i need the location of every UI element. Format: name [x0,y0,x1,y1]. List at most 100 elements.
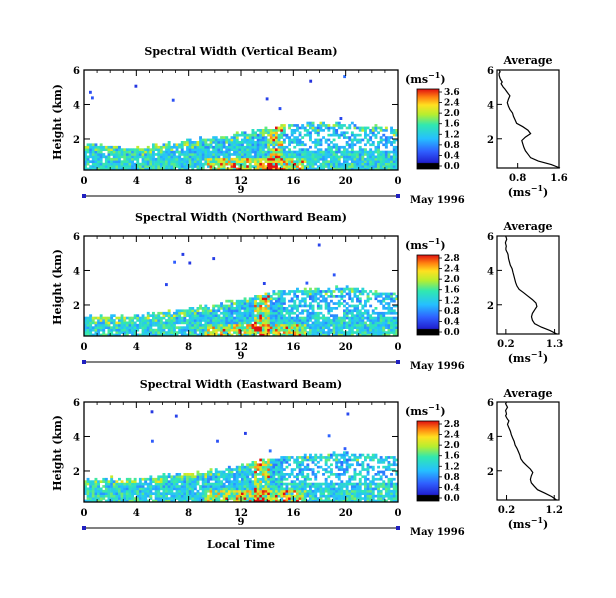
heatmap-cell [290,138,294,142]
heatmap-cell [238,333,242,337]
heatmap-cell [384,292,388,296]
heatmap-cell [214,155,218,159]
heatmap-cell [330,463,333,467]
heatmap-cell [188,150,192,154]
heatmap-cell [133,333,137,337]
heatmap-cell [277,489,281,493]
heatmap-cell [358,290,362,293]
heatmap-cell [193,323,197,327]
heatmap-cell [353,321,357,325]
heatmap-cell [330,482,333,486]
heatmap-cell [217,328,221,332]
heatmap-cell [337,485,341,488]
heatmap-cell [110,497,114,500]
heatmap-cell [343,75,346,79]
heatmap-cell [212,155,216,159]
heatmap-cell [107,333,111,337]
heatmap-cell [306,165,310,168]
heatmap-cell [316,297,320,301]
heatmap-cell [146,487,150,491]
heatmap-cell [144,153,148,156]
heatmap-cell [298,299,302,303]
heatmap-cell [254,165,257,168]
heatmap-cell [222,473,226,476]
heatmap-cell [225,153,229,156]
heatmap-cell [358,157,362,161]
heatmap-cell [107,165,111,168]
heatmap-cell [280,136,284,139]
heatmap-cell [395,162,399,166]
heatmap-cell [337,489,341,493]
heatmap-cell [387,136,391,139]
heatmap-cell [280,148,284,151]
heatmap-cell [285,494,289,498]
heatmap-cell [136,319,140,322]
heatmap-cell [277,138,281,142]
heatmap-cell [296,331,299,334]
heatmap-cell [319,307,323,310]
colorbar-gradient [416,254,440,336]
heatmap-cell [196,333,200,337]
heatmap-cell [345,287,349,291]
heatmap-cell [233,328,236,332]
heatmap-cell [191,311,195,315]
heatmap-cell [264,307,268,310]
heatmap-cell [220,160,223,163]
heatmap-cell [149,475,153,479]
heatmap-cell [366,160,370,163]
heatmap-cell [301,148,305,151]
heatmap-cell [97,480,100,483]
heatmap-cell [280,160,284,163]
heatmap-cell [256,162,260,166]
heatmap-cell [369,326,373,329]
heatmap-cell [277,307,281,310]
heatmap-cell [353,136,357,139]
heatmap-cell [167,323,171,327]
heatmap-cell [395,326,399,329]
heatmap-cell [290,290,294,293]
heatmap-cell [301,458,305,462]
heatmap-cell [282,456,286,459]
heatmap-cell [335,482,339,486]
heatmap-cell [246,148,250,151]
heatmap-cell [248,482,252,486]
heatmap-cell [345,292,349,296]
heatmap-cell [241,487,244,491]
heatmap-cell [162,311,166,315]
heatmap-cell [282,482,286,486]
heatmap-cell [183,333,187,337]
heatmap-cell [162,473,166,476]
heatmap-cell [248,162,252,166]
heatmap-cell [91,326,95,329]
heatmap-cell [152,316,155,320]
heatmap-cell [120,162,124,166]
heatmap-cell [301,331,305,334]
heatmap-cell [89,480,93,483]
y-axis-label: Height (km) [51,415,64,491]
heatmap-cell [366,311,370,315]
heatmap-cell [254,468,257,471]
heatmap-cell [225,468,229,471]
heatmap-cell [235,497,239,500]
heatmap-cell [275,297,278,301]
heatmap-cell [227,328,231,332]
heatmap-cell [345,461,349,464]
heatmap-cell [251,297,255,301]
heatmap-cell [379,150,383,154]
heatmap-cell [332,167,336,171]
heatmap-cell [269,133,273,137]
heatmap-cell [261,145,265,149]
heatmap-cell [225,304,229,308]
heatmap-cell [167,167,171,171]
heatmap-cell [188,492,192,495]
heatmap-cell [282,477,286,481]
heatmap-cell [180,150,184,154]
heatmap-cell [99,328,103,332]
heatmap-cell [395,129,399,132]
heatmap-cell [94,162,98,166]
heatmap-cell [207,475,210,479]
heatmap-cell [314,157,318,161]
heatmap-cell [348,165,352,168]
heatmap-cell [84,323,87,327]
heatmap-cell [298,485,302,488]
